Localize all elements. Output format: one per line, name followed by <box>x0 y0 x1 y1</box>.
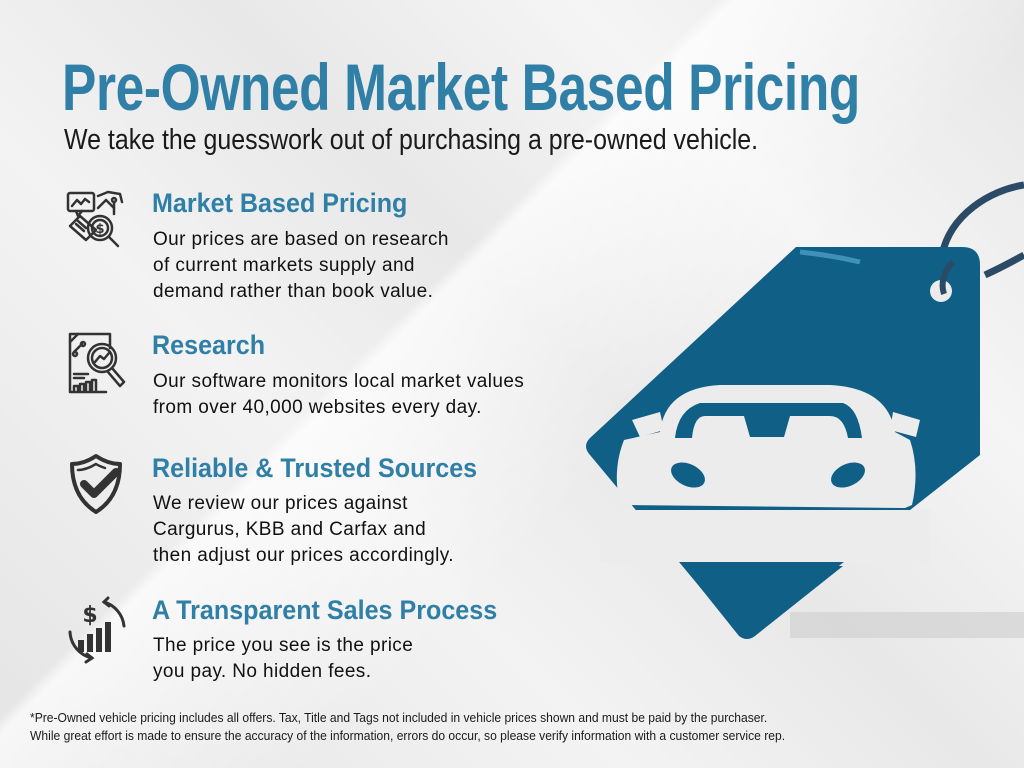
headlight-right <box>831 462 865 488</box>
item-title: A Transparent Sales Process <box>152 595 498 625</box>
disclaimer-line: *Pre-Owned vehicle pricing includes all … <box>30 710 768 725</box>
item-line: from over 40,000 websites every day. <box>153 397 482 418</box>
svg-text:$: $ <box>95 222 104 237</box>
shield-check-icon <box>70 454 122 514</box>
market-analysis-icon: $ <box>66 190 124 248</box>
car-windshield <box>675 403 862 438</box>
down-arrow-icon <box>683 566 843 639</box>
item-line: you pay. No hidden fees. <box>153 661 372 682</box>
svg-text:$: $ <box>82 603 97 628</box>
item-description: We review our prices against Cargurus, K… <box>153 491 454 569</box>
item-description: Our prices are based on research of curr… <box>153 227 449 305</box>
item-line: demand rather than book value. <box>153 281 434 302</box>
item-line: Our prices are based on research <box>153 229 449 250</box>
headlight-left <box>671 462 705 488</box>
disclaimer: *Pre-Owned vehicle pricing includes all … <box>30 709 785 745</box>
item-title: Reliable & Trusted Sources <box>152 453 478 483</box>
item-line: of current markets supply and <box>153 255 415 276</box>
disclaimer-line: While great effort is made to ensure the… <box>30 728 786 743</box>
item-title: Research <box>152 330 266 360</box>
item-line: then adjust our prices accordingly. <box>153 545 454 566</box>
item-line: The price you see is the price <box>153 635 414 656</box>
research-report-icon <box>68 332 126 394</box>
page-subtitle: We take the guesswork out of purchasing … <box>64 124 759 156</box>
item-line: Cargurus, KBB and Carfax and <box>153 519 427 540</box>
item-title: Market Based Pricing <box>152 188 408 218</box>
item-line: Our software monitors local market value… <box>153 371 525 392</box>
item-description: The price you see is the price you pay. … <box>153 633 413 685</box>
item-description: Our software monitors local market value… <box>153 369 524 421</box>
item-line: We review our prices against <box>153 493 408 514</box>
page-title: Pre-Owned Market Based Pricing <box>62 50 860 124</box>
dollar-cycle-icon: $ <box>68 596 126 664</box>
tag-string-back <box>983 251 1024 279</box>
